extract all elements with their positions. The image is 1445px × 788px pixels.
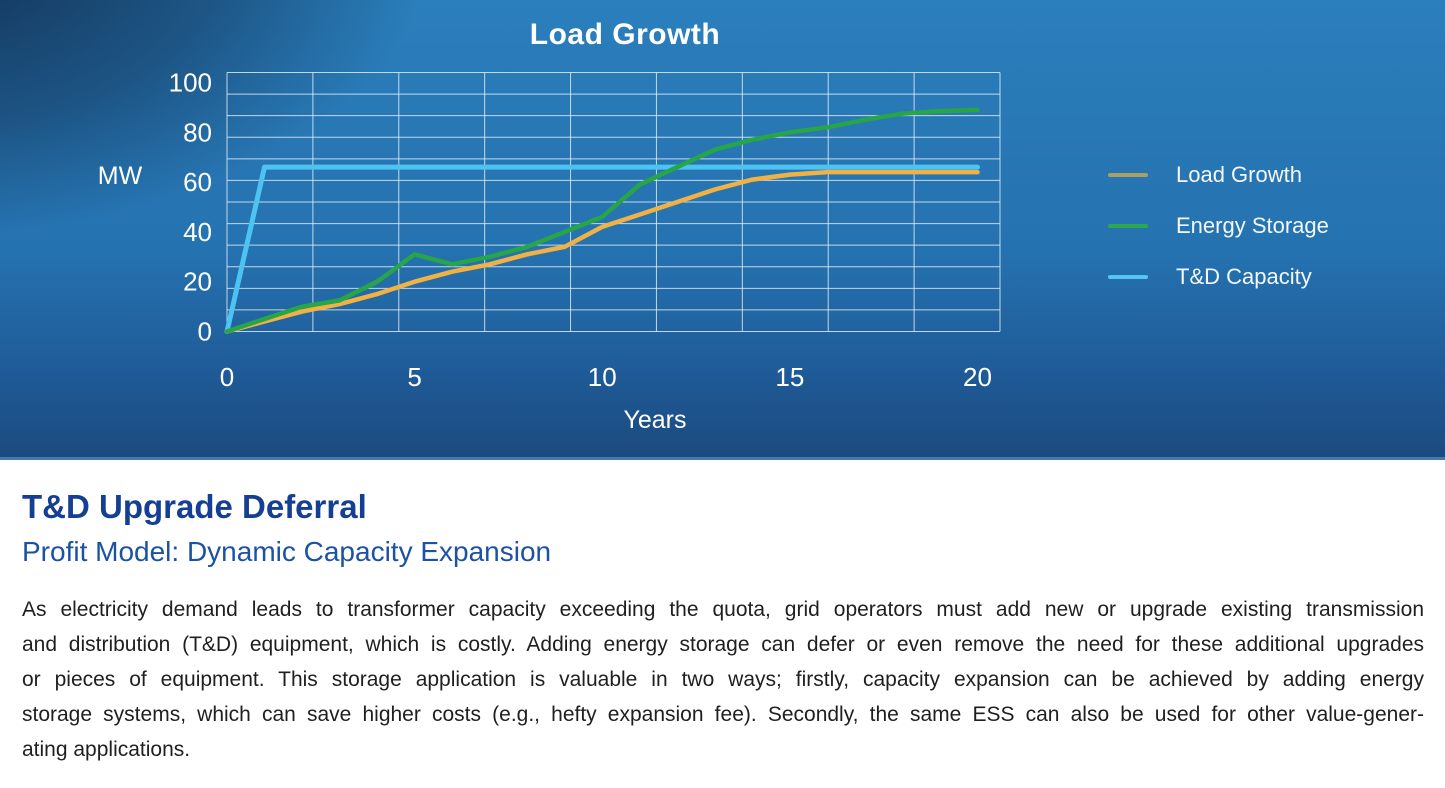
paragraph-line: ating applications.	[22, 738, 191, 761]
legend-item-energy-storage: Energy Storage	[1108, 207, 1329, 245]
page-subtitle: Profit Model: Dynamic Capacity Expansion	[22, 536, 552, 567]
chart-legend: Load Growth Energy Storage T&D Capacity	[1108, 156, 1329, 309]
text-panel: T&D Upgrade Deferral Profit Model: Dynam…	[0, 460, 1445, 788]
t-d-capacity-line	[224, 164, 980, 334]
legend-swatch-energy-storage	[1108, 224, 1148, 228]
y-tick-label: 40	[183, 217, 212, 247]
x-tick-label: 20	[963, 362, 992, 392]
y-tick-label: 80	[183, 117, 212, 147]
gridlines	[226, 72, 1001, 332]
legend-item-load-growth: Load Growth	[1108, 156, 1329, 194]
chart-title: Load Growth	[529, 18, 721, 51]
body-paragraph: As electricity demand leads to transform…	[22, 592, 1424, 767]
legend-item-td-capacity: T&D Capacity	[1108, 258, 1329, 296]
chart-panel: Load Growth 0 20 40 60 80 100 0 5 10 15 20 MW Years …	[0, 0, 1445, 460]
paragraph-line: As electricity demand leads to transform…	[22, 598, 1424, 621]
y-axis-label: MW	[98, 162, 143, 190]
paragraph-line: or pieces of equipment. This storage app…	[22, 668, 1424, 691]
legend-label-energy-storage: Energy Storage	[1176, 213, 1329, 238]
x-tick-label: 5	[407, 362, 421, 392]
page-title: T&D Upgrade Deferral	[22, 488, 367, 525]
legend-swatch-load-growth	[1108, 173, 1148, 177]
y-tick-label: 0	[198, 317, 212, 347]
load-growth-line	[224, 169, 980, 334]
energy-storage-line	[224, 107, 980, 334]
legend-label-load-growth: Load Growth	[1176, 162, 1302, 187]
x-axis-label: Years	[623, 406, 686, 434]
x-tick-label: 0	[220, 362, 234, 392]
y-tick-label: 20	[183, 267, 212, 297]
paragraph-line: storage systems, which can save higher c…	[22, 703, 1424, 726]
load-growth-chart: 0 20 40 60 80 100 0 5 10 15 20 MW Years	[98, 67, 1001, 434]
y-tick-label: 60	[183, 167, 212, 197]
legend-swatch-td-capacity	[1108, 275, 1148, 279]
x-tick-label: 15	[775, 362, 804, 392]
y-tick-label: 100	[169, 67, 212, 97]
legend-label-td-capacity: T&D Capacity	[1176, 264, 1312, 289]
x-tick-label: 10	[588, 362, 617, 392]
paragraph-line: and distribution (T&D) equipment, which …	[22, 633, 1424, 656]
